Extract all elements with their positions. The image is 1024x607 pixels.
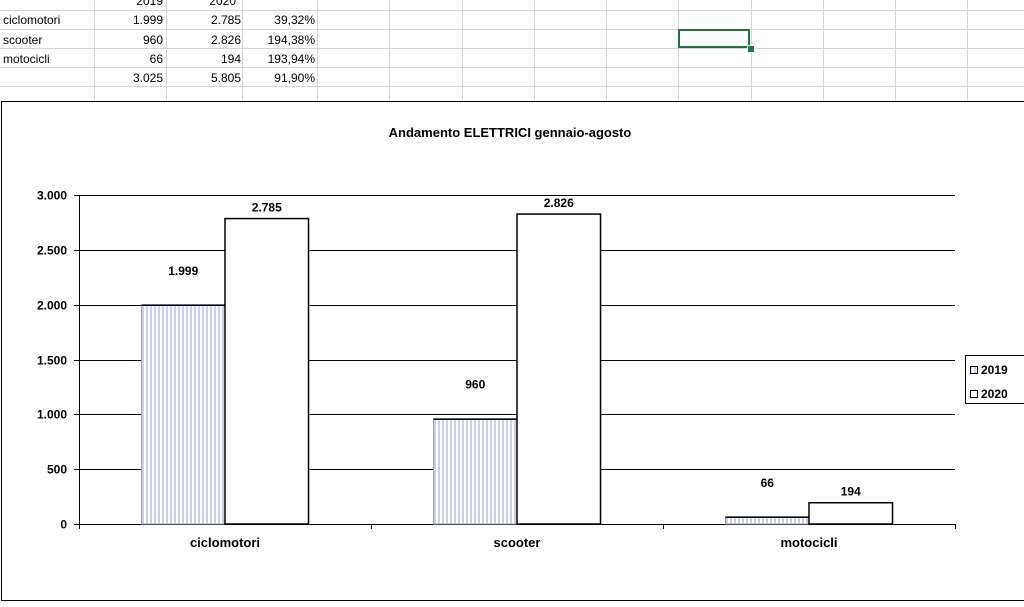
cell-total-2019[interactable]: 3.025: [95, 71, 163, 85]
cell-label[interactable]: scooter: [3, 33, 93, 47]
bar-2020: [809, 503, 893, 524]
y-tick-label: 2.000: [37, 299, 67, 313]
bar-2020: [517, 214, 601, 524]
cell-value-2019[interactable]: 960: [95, 33, 163, 47]
cell-value-2019[interactable]: 1.999: [95, 13, 163, 27]
data-label-2020: 2.785: [252, 201, 282, 215]
cell-percent[interactable]: 39,32%: [244, 13, 315, 27]
chart-object[interactable]: Andamento ELETTRICI gennaio-agosto 0 500 1…: [1, 101, 1024, 601]
y-tick-label: 1.500: [37, 354, 67, 368]
bar-2019: [141, 305, 225, 524]
selected-cell[interactable]: [678, 29, 750, 48]
header-2019[interactable]: 2019: [95, 0, 163, 8]
data-label-2019: 960: [465, 378, 485, 392]
legend-swatch-2019: [971, 367, 978, 374]
cell-total-percent[interactable]: 91,90%: [244, 71, 315, 85]
y-tick-label: 0: [60, 518, 67, 532]
data-label-2019: 66: [761, 476, 775, 490]
bar-2019: [433, 419, 517, 524]
cell-label[interactable]: motocicli: [3, 52, 93, 66]
chart-title: Andamento ELETTRICI gennaio-agosto: [389, 125, 632, 140]
bar-2020: [225, 219, 309, 524]
fill-handle[interactable]: [747, 45, 755, 53]
data-label-2019: 1.999: [168, 264, 198, 278]
x-category-label: motocicli: [780, 535, 837, 550]
cell-percent[interactable]: 194,38%: [244, 33, 315, 47]
y-tick-label: 2.500: [37, 244, 67, 258]
y-tick-label: 3.000: [37, 189, 67, 203]
cell-value-2020[interactable]: 194: [168, 52, 241, 66]
cell-total-2020[interactable]: 5.805: [168, 71, 241, 85]
cell-label[interactable]: ciclomotori: [3, 13, 93, 27]
y-tick-label: 500: [47, 463, 67, 477]
data-label-2020: 2.826: [544, 196, 574, 210]
legend-label-2019: 2019: [981, 363, 1008, 377]
legend-label-2020: 2020: [981, 387, 1008, 401]
cell-value-2020[interactable]: 2.785: [168, 13, 241, 27]
y-tick-label: 1.000: [37, 408, 67, 422]
cell-percent[interactable]: 193,94%: [244, 52, 315, 66]
cell-value-2020[interactable]: 2.826: [168, 33, 241, 47]
bar-chart: Andamento ELETTRICI gennaio-agosto 0 500 1…: [2, 102, 1024, 602]
legend-swatch-2020: [971, 391, 978, 398]
header-2020[interactable]: 2020: [168, 0, 236, 8]
legend: 2019 2020: [966, 356, 1024, 404]
cell-value-2019[interactable]: 66: [95, 52, 163, 66]
plot-area: 0 500 1.000 1.500 2.000 2.500 3.000 ciclomotori…: [37, 189, 956, 551]
x-category-label: ciclomotori: [190, 535, 260, 550]
x-category-label: scooter: [494, 535, 541, 550]
data-label-2020: 194: [841, 485, 861, 499]
